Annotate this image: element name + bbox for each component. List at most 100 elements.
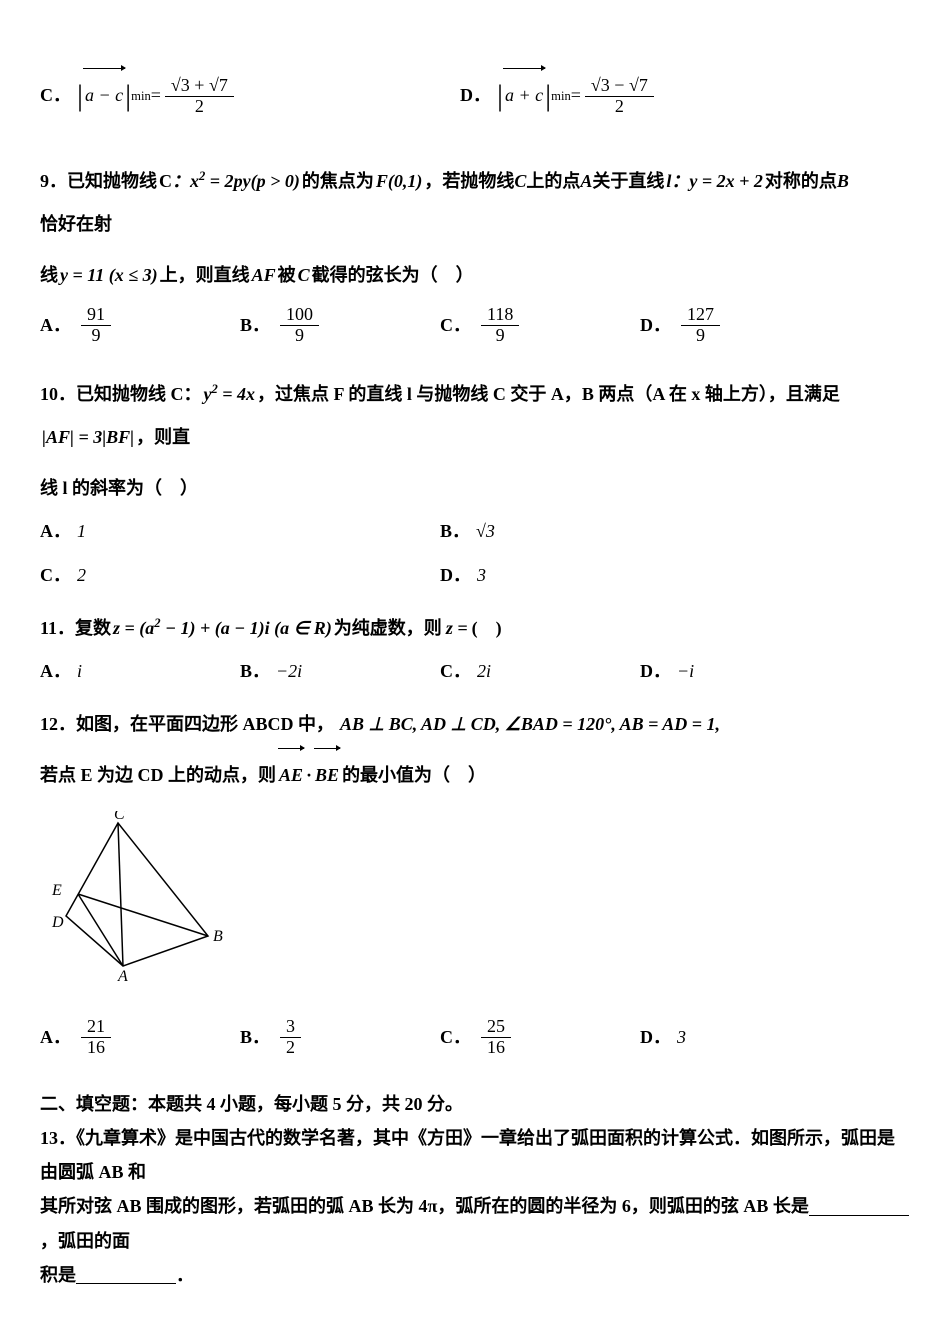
q10-opt-b: B． √3 [440,510,495,553]
q13-e: ． [176,1258,194,1292]
q10-opt-d: D． 3 [440,554,486,597]
q12-a-num: 21 [81,1017,111,1038]
q11-b-val: −2i [276,650,302,693]
q11-paren: ( ) [472,607,502,650]
frac-c: √3 + √7 2 [165,76,234,117]
q9-d-label: D． [640,304,671,347]
q12-opt-d: D． 3 [640,1016,840,1059]
q10-options-row2: C． 2 D． 3 [40,554,910,597]
q10-t2: ，过焦点 F 的直线 l 与抛物线 C 交于 A，B 两点（A 在 x 轴上方）… [257,373,840,416]
q12-l2a: 若点 E 为边 CD 上的动点，则 [40,754,276,797]
q11-c-label: C． [440,650,471,693]
q9-b: B [837,160,849,203]
q9-b-label: B． [240,304,270,347]
q11-expr: z = (a2 − 1) + (a − 1)i (a ∈ R) [113,607,332,650]
q10-line1: 10．已知抛物线 C： y2 = 4x ，过焦点 F 的直线 l 与抛物线 C … [40,373,910,459]
q10-c-label: C． [40,554,71,597]
q10-d-label: D． [440,554,471,597]
frac-c-num: √3 + √7 [165,76,234,97]
q9-c-label: C． [440,304,471,347]
q10-a-label: A． [40,510,71,553]
q12-opt-a: A． 21 16 [40,1016,240,1059]
q11-d-label: D． [640,650,671,693]
q9-a-den: 9 [86,326,107,346]
q9-opt-d: D． 127 9 [640,304,840,347]
q12-b-num: 3 [280,1017,301,1038]
q9-l-expr: l：y = 2x + 2 [666,160,763,203]
q11-d-val: −i [677,650,694,693]
q12-c-label: C． [440,1016,471,1059]
q9-c-expr: C：x2 = 2py(p > 0) [159,160,300,203]
q13-line1: 13．《九章算术》是中国古代的数学名著，其中《方田》一章给出了弧田面积的计算公式… [40,1121,910,1189]
q10-cond: |AF| = 3|BF| [42,416,134,459]
q12-opt-b: B． 3 2 [240,1016,440,1059]
q9-line1: 9．已知抛物线 C：x2 = 2py(p > 0) 的焦点为 F(0,1) ，若… [40,160,910,246]
q12-t1: 12．如图，在平面四边形 ABCD 中， [40,703,334,746]
q10-l2: 线 l 的斜率为（ ） [40,467,198,510]
blank-2 [76,1265,176,1284]
q9-opt-a: A． 91 9 [40,304,240,347]
vec-be: BE [314,754,340,797]
q9-l2a: 线 [40,254,58,297]
q12-d-val: 3 [677,1016,686,1059]
option-d-label: D． [460,74,491,117]
q9-t6: 对称的点 [765,160,837,203]
q10-t3: ，则直 [136,416,190,459]
q9-c-num: 118 [481,305,519,326]
q11-c-val: 2i [477,650,491,693]
q9-a-label: A． [40,304,71,347]
q12-options: A． 21 16 B． 3 2 C． 25 16 D． 3 [40,1016,910,1059]
q9-t4: 上的点 [526,160,580,203]
q9-t1: 9．已知抛物线 [40,160,157,203]
q9-a: A [580,160,592,203]
sub-min-c: min [131,81,151,111]
q12-opt-c: C． 25 16 [440,1016,640,1059]
prev-question-options-cd: C． | a − c | min = √3 + √7 2 D． | a + c … [40,60,910,132]
q9-t7: 恰好在射 [40,203,112,246]
q10-line2: 线 l 的斜率为（ ） [40,467,910,510]
lbl-b: B [213,928,223,945]
q11-t2: 为纯虚数，则 [334,607,442,650]
q12-c-num: 25 [481,1017,511,1038]
option-d: D． | a + c | min = √3 − √7 2 [460,60,658,132]
vec-a-minus-c: a − c [83,74,125,117]
quad-outline [66,823,208,966]
q9-l2d: 截得的弦长为（ ） [312,254,474,297]
option-c-label: C． [40,74,71,117]
q9-t5: 关于直线 [592,160,664,203]
section-2-heading: 二、填空题：本题共 4 小题，每小题 5 分，共 20 分。 [40,1087,910,1121]
q9-line2: 线 y = 11 (x ≤ 3) 上，则直线 AF 被 C 截得的弦长为（ ） [40,254,910,297]
frac-c-den: 2 [189,97,210,117]
q12-b-frac: 3 2 [280,1017,301,1058]
lbl-e: E [51,882,62,899]
q10-c-val: 2 [77,554,86,597]
q9-d-num: 127 [681,305,720,326]
seg-eb [78,894,208,936]
diag-ac [118,823,123,966]
q10-b-label: B． [440,510,470,553]
q12-a-label: A． [40,1016,71,1059]
q12-cond: AB ⊥ BC, AD ⊥ CD, ∠BAD = 120°, AB = AD =… [340,703,720,746]
q9-a-num: 91 [81,305,111,326]
q12-a-frac: 21 16 [81,1017,111,1058]
q10-b-val: √3 [476,510,495,553]
q9-d-den: 9 [690,326,711,346]
q11-b-label: B． [240,650,270,693]
q9-c2: C [514,160,526,203]
q9-l2c: 被 [278,254,296,297]
frac-d: √3 − √7 2 [585,76,654,117]
q11-t1: 11．复数 [40,607,111,650]
q10-options-row1: A． 1 B． √3 [40,510,910,553]
q10-expr1: y2 = 4x [204,373,256,416]
q9-t3: ，若抛物线 [424,160,514,203]
q9-c-den: 9 [490,326,511,346]
q9-b-den: 9 [289,326,310,346]
vec-apc-text: a + c [505,85,543,105]
q9-c3: C [298,254,310,297]
q12-d-label: D． [640,1016,671,1059]
q10-a-val: 1 [77,510,86,553]
q9-d-frac: 127 9 [681,305,720,346]
q9-opt-c: C． 118 9 [440,304,640,347]
q11-opt-b: B． −2i [240,650,440,693]
eq-c: = [151,74,161,117]
